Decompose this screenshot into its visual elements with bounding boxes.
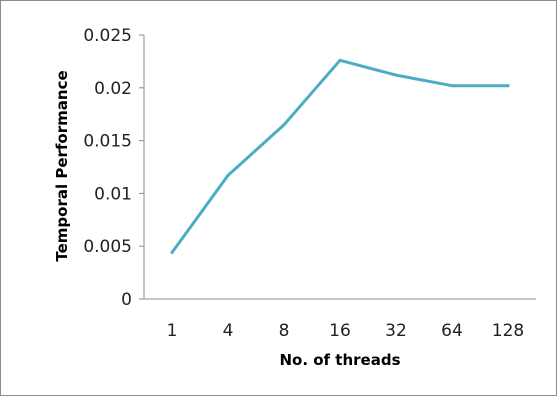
x-axis-title: No. of threads	[279, 351, 400, 369]
x-axis: 1 4 8 16 32 64 128	[144, 298, 536, 341]
x-tick-label: 4	[223, 321, 234, 341]
x-tick-label: 1	[167, 321, 178, 341]
data-point	[170, 251, 174, 255]
y-tick-label: 0	[121, 290, 132, 310]
x-tick-label: 32	[385, 321, 407, 341]
series-group	[170, 58, 510, 255]
x-tick-label: 8	[279, 321, 290, 341]
x-tick-label: 16	[329, 321, 351, 341]
y-axis-title: Temporal Performance	[53, 70, 71, 261]
data-point	[506, 84, 510, 88]
data-point	[450, 84, 454, 88]
data-point	[226, 173, 230, 177]
y-tick-label: 0.02	[94, 79, 132, 99]
y-tick-label: 0.005	[83, 237, 132, 257]
y-tick-label: 0.025	[83, 26, 132, 46]
x-tick-label: 64	[441, 321, 463, 341]
y-tick-label: 0.01	[94, 184, 132, 204]
series-line	[170, 58, 510, 254]
y-tick-label: 0.015	[83, 132, 132, 152]
y-axis: 0 0.005 0.01 0.015 0.02 0.025	[83, 26, 145, 310]
x-tick-label: 128	[492, 321, 524, 341]
data-point	[338, 58, 342, 62]
data-point	[282, 123, 286, 127]
data-point	[394, 73, 398, 77]
